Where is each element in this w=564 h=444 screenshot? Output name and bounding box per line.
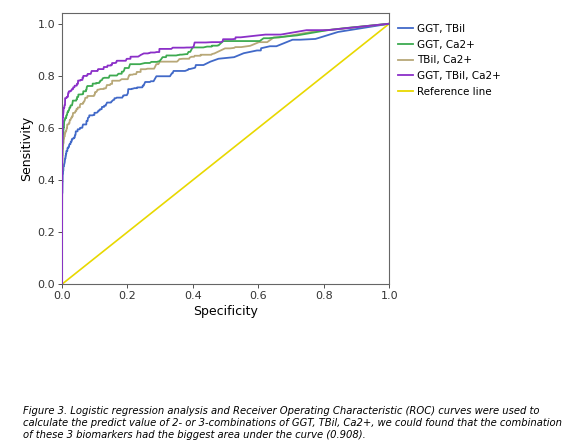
GGT, TBil	[121, 92, 128, 98]
GGT, TBil	[60, 163, 67, 169]
Line: GGT, TBil, Ca2+: GGT, TBil, Ca2+	[62, 24, 389, 284]
GGT, TBil	[59, 178, 66, 184]
GGT, Ca2+	[386, 21, 393, 26]
GGT, Ca2+	[66, 107, 73, 112]
GGT, TBil	[61, 162, 68, 167]
TBil, Ca2+	[60, 145, 67, 151]
X-axis label: Specificity: Specificity	[193, 305, 258, 318]
TBil, Ca2+	[62, 131, 69, 136]
GGT, Ca2+	[62, 115, 69, 120]
GGT, TBil, Ca2+	[386, 21, 393, 26]
GGT, Ca2+	[59, 132, 66, 137]
GGT, TBil	[65, 145, 72, 151]
TBil, Ca2+	[127, 72, 134, 77]
GGT, Ca2+	[59, 156, 65, 161]
Y-axis label: Sensitivity: Sensitivity	[20, 116, 33, 181]
TBil, Ca2+	[59, 281, 65, 287]
GGT, TBil, Ca2+	[62, 95, 69, 101]
TBil, Ca2+	[59, 168, 65, 174]
GGT, Ca2+	[125, 65, 132, 71]
Text: Figure 3. Logistic regression analysis and Receiver Operating Characteristic (RO: Figure 3. Logistic regression analysis a…	[23, 406, 562, 440]
GGT, TBil	[59, 192, 65, 198]
Line: GGT, Ca2+: GGT, Ca2+	[62, 24, 389, 284]
Line: TBil, Ca2+: TBil, Ca2+	[62, 24, 389, 284]
GGT, TBil, Ca2+	[59, 281, 65, 287]
GGT, TBil, Ca2+	[63, 95, 70, 101]
GGT, TBil, Ca2+	[67, 88, 74, 94]
TBil, Ca2+	[68, 115, 74, 120]
GGT, Ca2+	[61, 118, 68, 123]
GGT, TBil, Ca2+	[127, 56, 134, 61]
Line: GGT, TBil: GGT, TBil	[62, 24, 389, 284]
Legend: GGT, TBil, GGT, Ca2+, TBil, Ca2+, GGT, TBil, Ca2+, Reference line: GGT, TBil, GGT, Ca2+, TBil, Ca2+, GGT, T…	[398, 24, 501, 97]
GGT, TBil	[59, 281, 65, 287]
GGT, TBil	[386, 21, 393, 26]
GGT, TBil, Ca2+	[59, 143, 65, 148]
TBil, Ca2+	[62, 129, 69, 134]
GGT, TBil, Ca2+	[59, 121, 66, 126]
GGT, Ca2+	[59, 281, 65, 287]
TBil, Ca2+	[386, 21, 393, 26]
